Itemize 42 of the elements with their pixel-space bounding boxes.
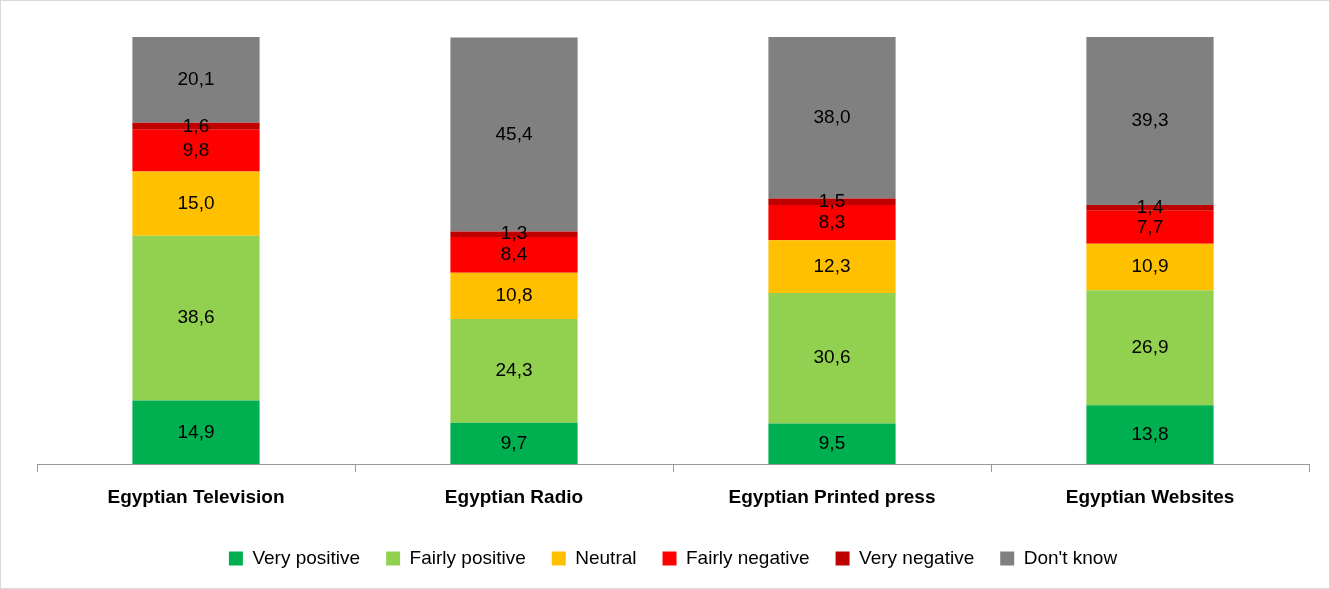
legend-label: Don't know <box>1023 546 1118 568</box>
bar <box>768 240 896 293</box>
data-label: 39,3 <box>1131 109 1169 131</box>
data-label: 9,5 <box>818 432 846 454</box>
bar <box>132 171 260 236</box>
bar <box>1086 243 1214 291</box>
x-tick-label: Egyptian Radio <box>444 485 584 507</box>
data-label: 30,6 <box>813 346 851 368</box>
bar <box>450 318 578 423</box>
data-label: 7,7 <box>1136 215 1164 237</box>
legend-label: Very positive <box>252 546 361 568</box>
legend-label: Neutral <box>575 546 637 568</box>
legend-label: Fairly positive <box>409 546 526 568</box>
data-label: 38,0 <box>813 105 851 127</box>
data-label: 9,8 <box>182 138 210 160</box>
data-label: 20,1 <box>177 68 215 90</box>
data-label: 8,4 <box>500 243 528 265</box>
data-label: 38,6 <box>177 306 215 328</box>
bar <box>1086 405 1214 465</box>
data-label: 45,4 <box>495 122 533 144</box>
data-label: 13,8 <box>1131 422 1169 444</box>
data-label: 10,8 <box>495 284 533 306</box>
bar <box>768 423 896 465</box>
data-label: 14,9 <box>177 420 215 442</box>
legend-label: Fairly negative <box>686 546 810 568</box>
bar <box>1086 290 1214 406</box>
data-label: 15,0 <box>177 191 215 213</box>
data-label: 10,9 <box>1131 255 1169 277</box>
legend-label: Very negative <box>859 546 975 568</box>
x-tick-label: Egyptian Websites <box>1065 485 1235 507</box>
x-tick-label: Egyptian Television <box>107 485 285 507</box>
data-label: 26,9 <box>1131 336 1169 358</box>
bar <box>450 272 578 319</box>
bar <box>132 400 260 465</box>
bar <box>768 292 896 424</box>
bar <box>450 422 578 465</box>
data-label: 9,7 <box>500 431 528 453</box>
data-label: 8,3 <box>818 210 846 232</box>
data-label: 12,3 <box>813 254 851 276</box>
bar <box>132 235 260 401</box>
data-label: 24,3 <box>495 359 533 381</box>
x-tick-label: Egyptian Printed press <box>728 485 936 507</box>
